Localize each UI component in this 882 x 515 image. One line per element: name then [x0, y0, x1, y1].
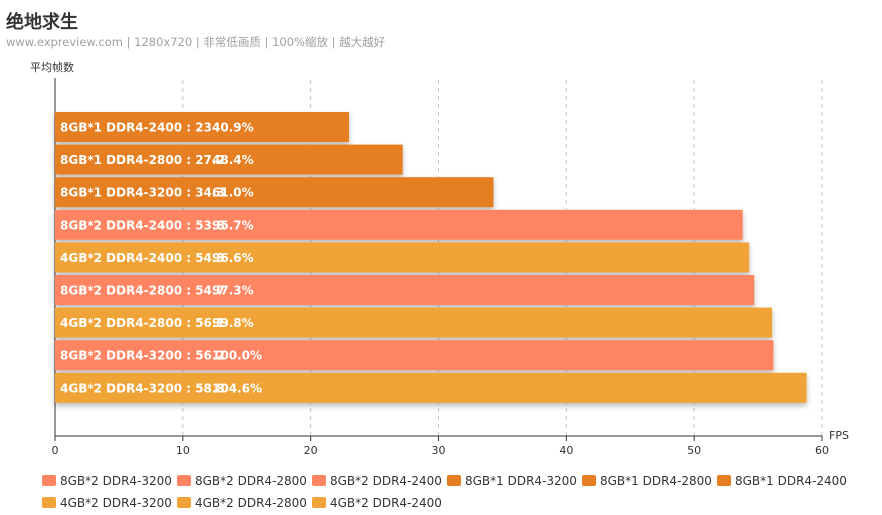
legend-label: 8GB*2 DDR4-2400 — [330, 474, 442, 488]
bar-label: 4GB*2 DDR4-3200 : 58.8 — [60, 381, 225, 395]
chart-subtitle: www.expreview.com | 1280x720 | 非常低画质 | 1… — [6, 35, 386, 49]
legend-label: 8GB*2 DDR4-3200 — [60, 474, 172, 488]
legend-swatch — [312, 475, 326, 486]
legend-label: 4GB*2 DDR4-3200 — [60, 496, 172, 510]
bar — [55, 177, 494, 208]
x-tick-label: 0 — [52, 444, 59, 457]
legend-swatch — [177, 475, 191, 486]
bar-label: 4GB*2 DDR4-2400 : 54.3 — [60, 251, 225, 265]
legend-item[interactable]: 4GB*2 DDR4-3200 — [42, 496, 172, 510]
bar-percent: 48.4% — [212, 153, 254, 167]
bar-percent: 104.6% — [212, 381, 262, 395]
bar-label: 4GB*2 DDR4-2800 : 56.1 — [60, 316, 225, 330]
legend-label: 4GB*2 DDR4-2400 — [330, 496, 442, 510]
bar-label: 8GB*1 DDR4-2800 : 27.2 — [60, 153, 225, 167]
legend-swatch — [447, 475, 461, 486]
legend-swatch — [177, 497, 191, 508]
legend-label: 8GB*1 DDR4-3200 — [465, 474, 577, 488]
bar-label: 8GB*2 DDR4-2400 : 53.8 — [60, 218, 225, 232]
bar — [55, 340, 774, 371]
bar — [55, 372, 807, 403]
bar — [55, 275, 755, 305]
legend-label: 8GB*2 DDR4-2800 — [195, 474, 307, 488]
bar-percent: 40.9% — [212, 121, 254, 135]
legend-swatch — [582, 475, 596, 486]
legend-swatch — [312, 497, 326, 508]
legend-swatch — [42, 497, 56, 508]
bar — [55, 112, 350, 142]
bar — [55, 209, 743, 240]
bar-percent: 97.3% — [212, 284, 254, 298]
legend-swatch — [42, 475, 56, 486]
bar-label: 8GB*2 DDR4-2800 : 54.7 — [60, 284, 225, 298]
legend-item[interactable]: 8GB*1 DDR4-3200 — [447, 474, 577, 488]
bar — [55, 242, 750, 273]
legend-item[interactable]: 8GB*2 DDR4-2400 — [312, 474, 442, 488]
x-tick-label: 30 — [432, 444, 446, 457]
chart-title: 绝地求生 — [6, 12, 78, 33]
legend-item[interactable]: 8GB*2 DDR4-3200 — [42, 474, 172, 488]
legend-item[interactable]: 4GB*2 DDR4-2400 — [312, 496, 442, 510]
legend-item[interactable]: 8GB*1 DDR4-2800 — [582, 474, 712, 488]
bar-percent: 99.8% — [212, 316, 254, 330]
x-axis-label: FPS — [829, 429, 849, 442]
axes: 0 10 20 30 40 50 60 平均帧数 FPS — [30, 60, 849, 457]
bar — [55, 307, 773, 338]
bar — [55, 144, 403, 175]
legend[interactable]: 8GB*2 DDR4-3200 8GB*2 DDR4-2800 8GB*2 DDR4… — [42, 474, 847, 510]
x-tick-label: 60 — [815, 444, 829, 457]
bar-percent: 61.0% — [212, 186, 254, 200]
y-axis-label: 平均帧数 — [30, 60, 74, 74]
bar-percent: 96.6% — [212, 251, 254, 265]
legend-label: 8GB*1 DDR4-2400 — [735, 474, 847, 488]
x-tick-label: 20 — [304, 444, 318, 457]
legend-item[interactable]: 4GB*2 DDR4-2800 — [177, 496, 307, 510]
bars: 8GB*1 DDR4-2400 : 23 40.9% 8GB*1 DDR4-2800… — [55, 112, 807, 403]
x-tick-label: 40 — [559, 444, 573, 457]
bar-label: 8GB*1 DDR4-2400 : 23 — [60, 121, 212, 135]
x-tick-label: 10 — [176, 444, 190, 457]
bar-percent: 95.7% — [212, 218, 254, 232]
bar-label: 8GB*1 DDR4-3200 : 34.3 — [60, 186, 225, 200]
legend-swatch — [717, 475, 731, 486]
legend-label: 8GB*1 DDR4-2800 — [600, 474, 712, 488]
bar-label: 8GB*2 DDR4-3200 : 56.2 — [60, 349, 225, 363]
legend-item[interactable]: 8GB*1 DDR4-2400 — [717, 474, 847, 488]
bar-percent: 100.0% — [212, 349, 262, 363]
legend-label: 4GB*2 DDR4-2800 — [195, 496, 307, 510]
x-tick-label: 50 — [687, 444, 701, 457]
legend-item[interactable]: 8GB*2 DDR4-2800 — [177, 474, 307, 488]
